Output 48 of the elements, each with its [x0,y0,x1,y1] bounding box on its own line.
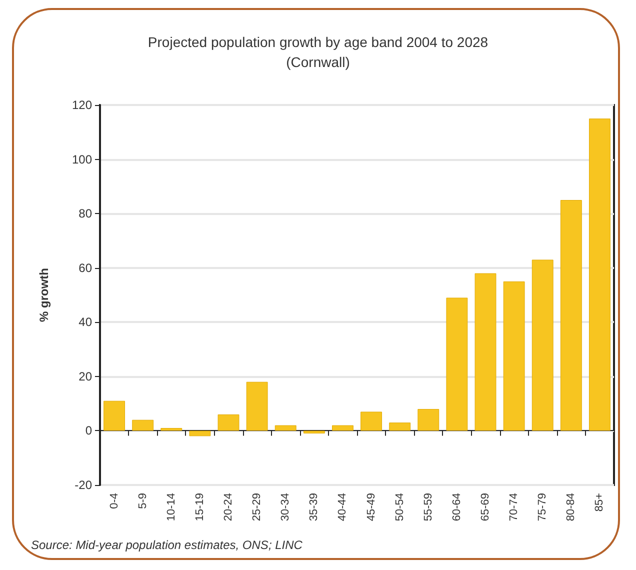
x-tick-label: 40-44 [336,493,349,522]
x-tick-label: 60-64 [450,493,463,522]
y-tick-label: 80 [78,206,92,221]
x-tick-label: 0-4 [108,493,120,509]
bar [446,298,468,431]
y-tick-label: 20 [78,369,92,384]
bar [332,425,354,431]
bar [360,412,382,431]
bar [160,428,182,431]
bar [132,420,154,431]
y-tick-label: 60 [78,260,92,275]
x-tick-label: 85+ [594,493,606,512]
y-tick-label: -20 [74,478,92,492]
bar [474,273,496,431]
bar [389,422,411,431]
bar [104,400,125,431]
bar [589,118,610,431]
y-tick-label: 120 [72,98,92,112]
x-tick-label: 10-14 [165,493,178,522]
x-tick-label: 65-69 [480,493,492,522]
x-tick-label: 45-49 [365,493,378,522]
x-tick-label: 30-34 [280,493,292,522]
y-tick-label: 100 [72,152,92,166]
y-tick-label: 40 [78,315,92,330]
x-tick-label: 50-54 [394,493,406,522]
bar [560,200,582,431]
x-tick-label: 15-19 [194,493,206,522]
bar [189,430,211,436]
bar [246,382,268,431]
bar [274,425,296,431]
x-tick-label: 70-74 [508,493,520,522]
x-tick-label: 75-79 [536,493,549,522]
x-tick-label: 25-29 [251,493,264,522]
bar [218,414,240,431]
x-tick-label: 80-84 [565,493,578,522]
bar [418,409,440,431]
x-tick-label: 55-59 [422,493,434,522]
bar [303,430,325,434]
x-tick-label: 35-39 [308,493,320,522]
bar [532,260,554,431]
chart-title: Projected population growth by age band 2004 to 2028 [148,34,488,50]
bar [503,281,525,431]
x-tick-label: 5-9 [136,493,149,509]
y-tick-label: 0 [85,424,92,438]
x-tick-label: 20-24 [222,493,234,522]
source-note: Source: Mid-year population estimates, ONS; LINC [31,538,303,552]
y-axis-title: % growth [37,268,51,322]
chart-subtitle: (Cornwall) [286,54,350,70]
